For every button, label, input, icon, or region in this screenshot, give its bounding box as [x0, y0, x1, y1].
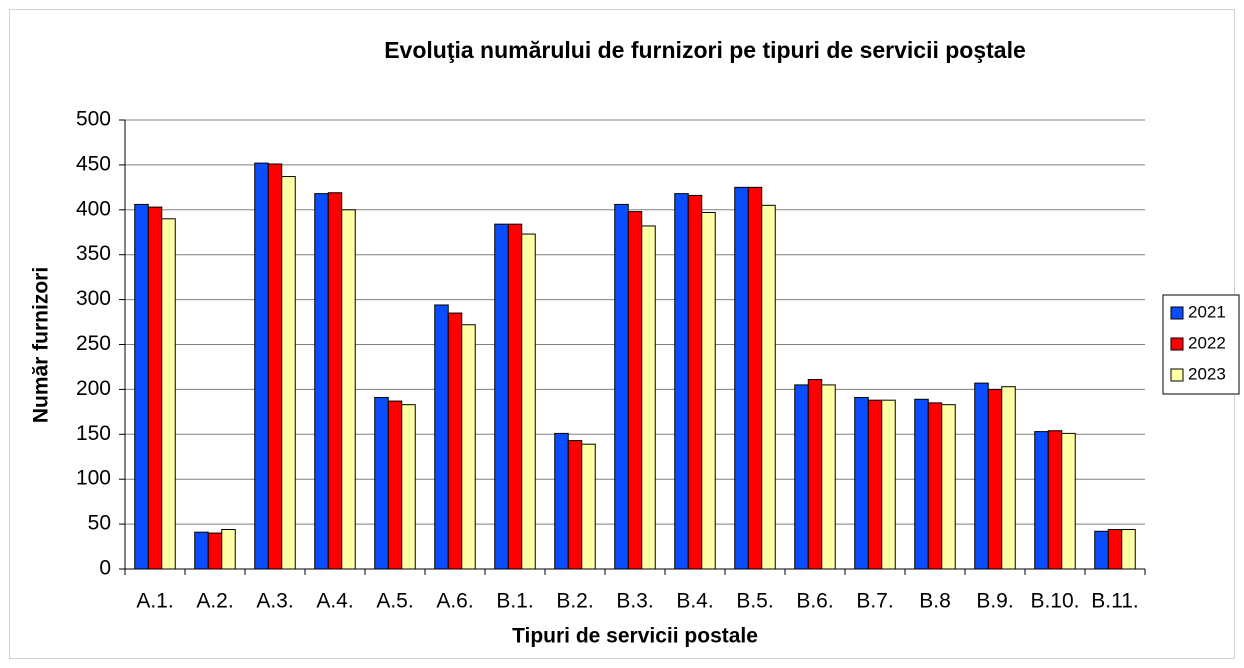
y-tick-label: 200	[76, 377, 111, 400]
x-tick-label: B.4.	[676, 590, 713, 613]
x-tick-label: B.5.	[736, 590, 773, 613]
bar	[941, 404, 956, 570]
x-tick-label: A.6.	[436, 590, 473, 613]
bar	[1094, 530, 1109, 570]
y-tick-label: 400	[76, 197, 111, 220]
x-tick-label: B.11.	[1091, 590, 1138, 613]
bar	[387, 400, 403, 570]
x-tick-label: B.10.	[1030, 590, 1079, 613]
chart-title: Evoluţia numărului de furnizori pe tipur…	[384, 37, 1026, 63]
x-tick-label: B.8	[919, 590, 951, 613]
bar	[494, 223, 509, 570]
bar	[734, 186, 749, 570]
bar	[521, 233, 536, 570]
bar	[194, 531, 209, 570]
y-tick-label: 500	[76, 108, 111, 131]
bar	[327, 192, 343, 570]
bar	[281, 176, 296, 570]
legend-swatch	[1170, 306, 1184, 320]
bar	[314, 193, 329, 570]
bar	[461, 324, 476, 570]
bar	[747, 186, 763, 570]
bar	[267, 163, 283, 570]
legend-swatch	[1170, 337, 1184, 351]
bar	[1047, 430, 1063, 570]
bar	[161, 218, 176, 570]
bar	[987, 388, 1003, 570]
bar	[567, 440, 583, 570]
bar	[794, 384, 809, 570]
bar	[507, 223, 523, 570]
bar	[401, 404, 416, 570]
y-tick-label: 350	[76, 242, 111, 265]
legend-label: 2021	[1188, 302, 1226, 321]
bar	[614, 203, 629, 570]
bar	[867, 399, 883, 570]
bar	[761, 204, 776, 570]
bar	[374, 396, 389, 570]
legend-label: 2022	[1188, 333, 1226, 352]
bar	[1121, 528, 1136, 570]
bar	[821, 384, 836, 570]
bar	[914, 398, 929, 570]
bar	[854, 396, 869, 570]
bar	[254, 162, 269, 570]
x-tick-label: B.1.	[496, 590, 533, 613]
x-tick-label: A.5.	[376, 590, 413, 613]
x-tick-label: B.3.	[616, 590, 653, 613]
bar	[1061, 432, 1076, 570]
legend-label: 2023	[1188, 364, 1226, 383]
x-tick-label: A.1.	[136, 590, 173, 613]
y-axis-title: Număr furnizori	[30, 267, 53, 423]
bar	[207, 532, 223, 570]
y-tick-label: 0	[99, 557, 111, 580]
bar	[687, 194, 703, 570]
bar	[881, 399, 896, 570]
bar	[434, 304, 449, 570]
y-tick-label: 150	[76, 422, 111, 445]
bar	[807, 379, 823, 570]
y-tick-label: 50	[88, 512, 111, 535]
bar	[221, 528, 236, 570]
x-tick-label: B.7.	[856, 590, 893, 613]
x-tick-label: A.3.	[256, 590, 293, 613]
bar	[674, 193, 689, 570]
x-tick-label: B.2.	[556, 590, 593, 613]
x-axis-title: Tipuri de servicii postale	[512, 625, 758, 648]
x-tick-label: B.9.	[976, 590, 1013, 613]
bar	[1001, 386, 1016, 570]
bar	[974, 382, 989, 570]
y-tick-label: 300	[76, 287, 111, 310]
y-tick-label: 450	[76, 152, 111, 175]
bar	[134, 203, 149, 570]
bar	[341, 209, 356, 570]
x-tick-label: B.6.	[796, 590, 833, 613]
bar	[641, 225, 656, 570]
bar	[927, 402, 943, 570]
bar	[701, 211, 716, 570]
x-tick-label: A.2.	[196, 590, 233, 613]
legend-swatch	[1170, 368, 1184, 382]
bar	[554, 432, 569, 570]
bar	[147, 206, 163, 570]
x-tick-label: A.4.	[316, 590, 353, 613]
y-tick-label: 100	[76, 467, 111, 490]
bar	[627, 211, 643, 570]
bar	[581, 443, 596, 570]
bar	[447, 312, 463, 570]
y-tick-label: 250	[76, 332, 111, 355]
bar	[1107, 528, 1123, 570]
bar	[1034, 431, 1049, 570]
